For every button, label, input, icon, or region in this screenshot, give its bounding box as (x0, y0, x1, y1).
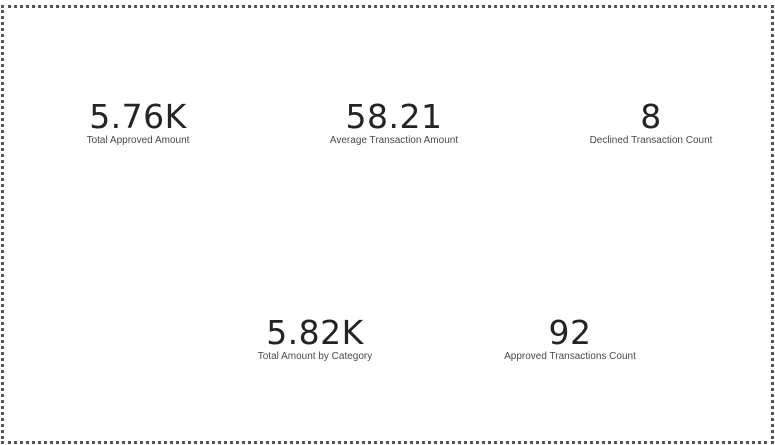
kpi-label: Total Approved Amount (86, 135, 190, 146)
report-canvas: 5.76K Total Approved Amount 58.21 Averag… (1, 5, 774, 444)
kpi-card-average-transaction-amount[interactable]: 58.21 Average Transaction Amount (274, 99, 514, 147)
kpi-label: Total Amount by Category (257, 351, 373, 362)
kpi-value: 58.21 (345, 97, 443, 136)
kpi-label: Approved Transactions Count (504, 351, 636, 362)
kpi-value: 5.82K (266, 313, 364, 352)
kpi-card-declined-transaction-count[interactable]: 8 Declined Transaction Count (531, 99, 771, 147)
kpi-value: 5.76K (89, 97, 187, 136)
kpi-value: 92 (548, 313, 592, 352)
kpi-card-approved-transactions-count[interactable]: 92 Approved Transactions Count (450, 315, 690, 363)
kpi-label: Declined Transaction Count (589, 135, 713, 146)
kpi-card-total-amount-by-category[interactable]: 5.82K Total Amount by Category (195, 315, 435, 363)
kpi-card-total-approved-amount[interactable]: 5.76K Total Approved Amount (18, 99, 258, 147)
kpi-label: Average Transaction Amount (329, 135, 459, 146)
kpi-value: 8 (640, 97, 662, 136)
